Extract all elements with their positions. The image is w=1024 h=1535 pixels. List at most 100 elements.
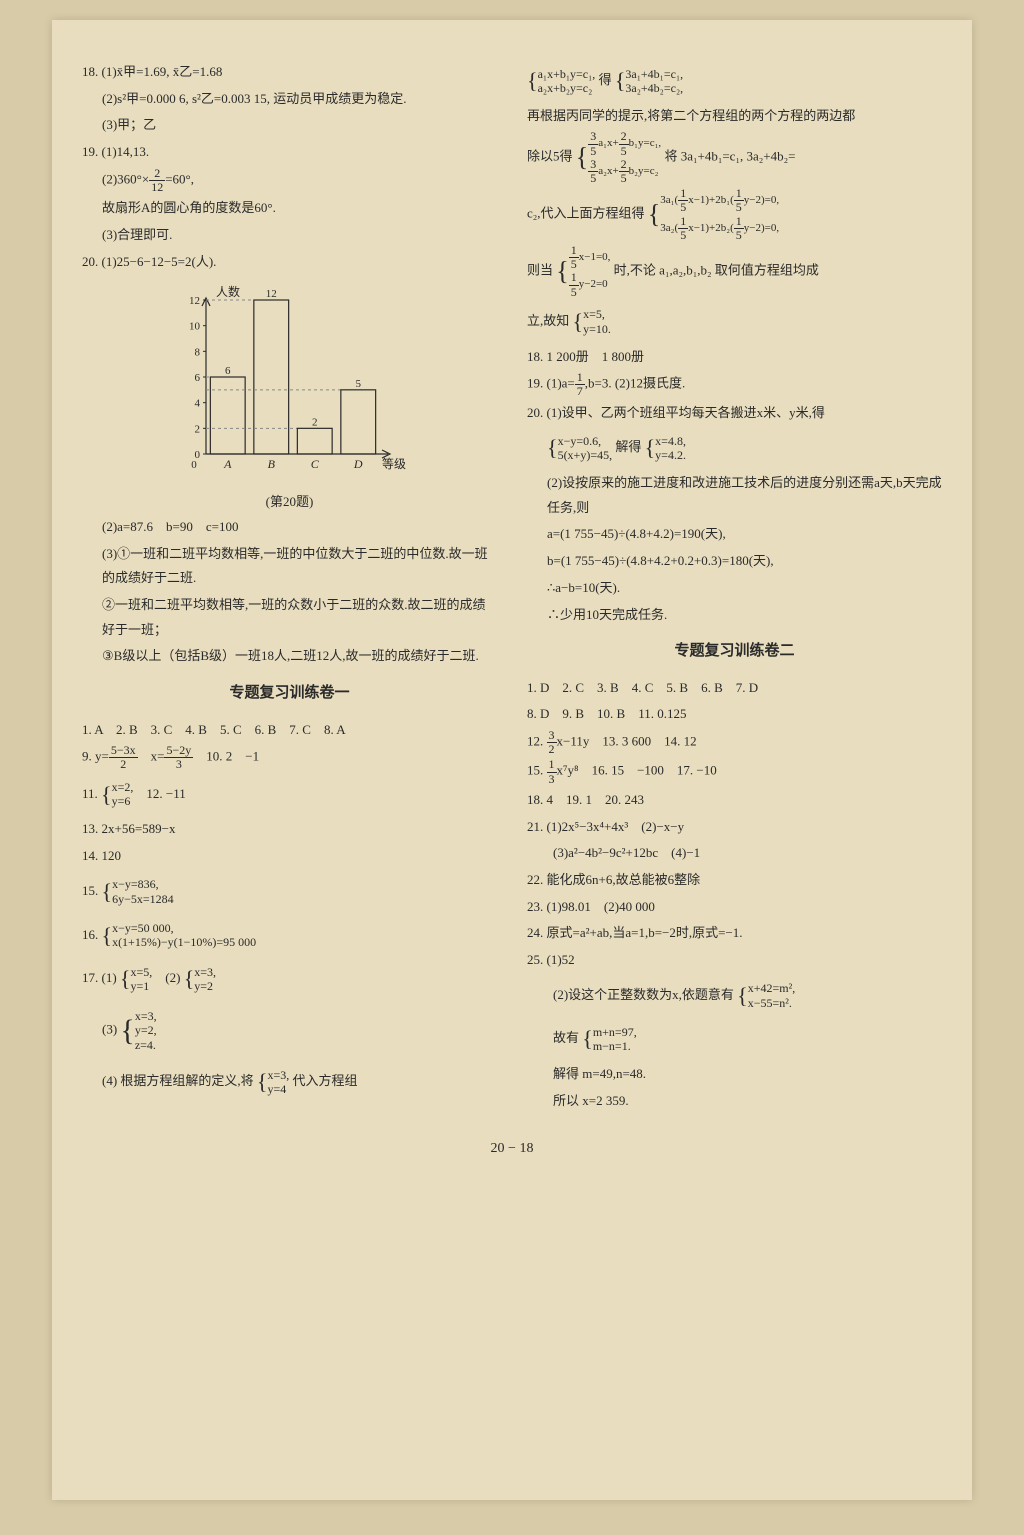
eq: y=1: [130, 979, 149, 993]
text-line: 18. 1 200册 1 800册: [527, 345, 942, 370]
text: 立,故知: [527, 313, 573, 328]
text-line: 立,故知 {x=5,y=10.: [527, 301, 942, 343]
eq: x=3,: [194, 965, 216, 979]
text-line: 则当 {15x−1=0,15y−2=0 时,不论 a₁,a₂,b₁,b₂ 取何值…: [527, 244, 942, 299]
svg-text:12: 12: [189, 295, 200, 307]
eq: 5(x+y)=45,: [558, 448, 613, 462]
text: 19. (1)a=: [527, 376, 575, 391]
text-line: 24. 原式=a²+ab,当a=1,b=−2时,原式=−1.: [527, 921, 942, 946]
text-line: {a₁x+b₁y=c₁,a₂x+b₂y=c₂ 得 {3a₁+4b₁=c₁,3a₂…: [527, 60, 942, 102]
text: (2)设这个正整数数为x,依题意有: [527, 987, 737, 1002]
text-line: (2)s²甲=0.000 6, s²乙=0.003 15, 运动员甲成绩更为稳定…: [82, 87, 497, 112]
eq: a₁x+b₁y=c₁,: [538, 67, 596, 81]
text-line: 21. (1)2x⁵−3x⁴+4x³ (2)−x−y: [527, 815, 942, 840]
text: 则当: [527, 262, 556, 277]
text: 12. −11: [133, 785, 185, 800]
fraction: 13: [547, 758, 557, 785]
section-title: 专题复习训练卷一: [82, 679, 497, 708]
eq: z=4.: [135, 1038, 156, 1052]
text: 将 3a₁+4b₁=c₁, 3a₂+4b₂=: [661, 149, 795, 164]
text-line: 15. {x−y=836,6y−5x=1284: [82, 871, 497, 913]
text-line: (3)①一班和二班平均数相等,一班的中位数大于二班的中位数.故一班的成绩好于二班…: [82, 542, 497, 591]
text-line: 16. {x−y=50 000,x(1+15%)−y(1−10%)=95 000: [82, 915, 497, 957]
eq: 3a₁+4b₁=c₁,: [625, 67, 683, 81]
text-line: 13. 2x+56=589−x: [82, 817, 497, 842]
eq: x=3,: [135, 1009, 157, 1023]
eq: y=4.2.: [655, 448, 686, 462]
text-line: 20. (1)25−6−12−5=2(人).: [82, 250, 497, 275]
text: 16.: [82, 926, 102, 941]
text-line: ②一班和二班平均数相等,一班的众数小于二班的众数.故二班的成绩好于一班；: [82, 593, 497, 642]
text: x−11y 13. 3 600 14. 12: [557, 734, 697, 749]
text-line: 14. 120: [82, 844, 497, 869]
eq: x=5,: [583, 307, 605, 321]
text-line: (3)甲；乙: [82, 113, 497, 138]
svg-text:10: 10: [189, 321, 201, 333]
svg-text:等级: 等级: [382, 457, 406, 471]
text-line: 18. (1)x̄甲=1.69, x̄乙=1.68: [82, 60, 497, 85]
text: 故有: [527, 1030, 582, 1045]
svg-text:2: 2: [194, 424, 200, 436]
text-line: 25. (1)52: [527, 948, 942, 973]
text-line: 所以 x=2 359.: [527, 1089, 942, 1114]
text-line: 8. D 9. B 10. B 11. 0.125: [527, 702, 942, 727]
text-line: 23. (1)98.01 (2)40 000: [527, 895, 942, 920]
text-line: (2)设按原来的施工进度和改进施工技术后的进度分别还需a天,b天完成任务,则: [527, 471, 942, 520]
text-line: 故有 {m+n=97,m−n=1.: [527, 1018, 942, 1060]
text-line: ∴少用10天完成任务.: [527, 603, 942, 628]
text-line: ③B级以上（包括B级）一班18人,二班12人,故一班的成绩好于二班.: [82, 644, 497, 669]
columns: 18. (1)x̄甲=1.69, x̄乙=1.68 (2)s²甲=0.000 6…: [82, 60, 942, 1116]
eq: x=4.8,: [655, 434, 686, 448]
svg-text:2: 2: [312, 417, 318, 429]
text: (2)360°×: [102, 171, 149, 186]
text-line: ∴a−b=10(天).: [527, 576, 942, 601]
text: x⁷y⁸ 16. 15 −100 17. −10: [557, 763, 717, 778]
text-line: 19. (1)a=17,b=3. (2)12摄氏度.: [527, 371, 942, 398]
eq: x=3,: [267, 1068, 289, 1082]
text-line: 12. 32x−11y 13. 3 600 14. 12: [527, 729, 942, 756]
page: 18. (1)x̄甲=1.69, x̄乙=1.68 (2)s²甲=0.000 6…: [52, 20, 972, 1500]
eq: y=10.: [583, 322, 611, 336]
fraction: 17: [575, 371, 585, 398]
text-line: (3) {x=3,y=2,z=4.: [82, 1002, 497, 1059]
text-line: (3)合理即可.: [82, 223, 497, 248]
eq: x−y=0.6,: [558, 434, 602, 448]
eq: y=2,: [135, 1023, 157, 1037]
text: (3): [102, 1022, 120, 1037]
svg-text:5: 5: [355, 378, 361, 390]
fraction: 5−2y3: [164, 744, 193, 771]
eq: x−y=50 000,: [112, 921, 174, 935]
bar-chart-svg: 024681012人数等级6A12B2C5D0: [170, 282, 410, 482]
eq: x−y=836,: [112, 877, 159, 891]
text-line: 20. (1)设甲、乙两个班组平均每天各搬进x米、y米,得: [527, 401, 942, 426]
text-line: (2)360°×212=60°,: [82, 167, 497, 194]
eq: x=5,: [130, 965, 152, 979]
eq: y=6: [112, 794, 131, 808]
text-line: 故扇形A的圆心角的度数是60°.: [82, 196, 497, 221]
text-line: 18. 4 19. 1 20. 243: [527, 788, 942, 813]
eq: m−n=1.: [593, 1039, 631, 1053]
text: 除以5得: [527, 149, 576, 164]
text-line: 9. y=5−3x2 x=5−2y3 10. 2 −1: [82, 744, 497, 771]
svg-text:6: 6: [194, 372, 200, 384]
eq: y=2: [194, 979, 213, 993]
text-line: (2)a=87.6 b=90 c=100: [82, 515, 497, 540]
text: 12.: [527, 734, 547, 749]
svg-text:A: A: [223, 457, 232, 471]
eq: a₂x+b₂y=c₂: [538, 81, 593, 95]
text: 9. y=: [82, 749, 109, 764]
eq: x=2,: [112, 780, 134, 794]
text-line: 除以5得 {35a₁x+25b₁y=c₁,35a₂x+25b₂y=c₂ 将 3a…: [527, 130, 942, 185]
svg-text:6: 6: [225, 365, 231, 377]
fraction: 32: [547, 729, 557, 756]
eq: x(1+15%)−y(1−10%)=95 000: [112, 935, 256, 949]
text: 15.: [527, 763, 547, 778]
fraction: 5−3x2: [109, 744, 138, 771]
svg-text:0: 0: [191, 459, 197, 471]
eq: x+42=m²,: [748, 981, 795, 995]
eq: m+n=97,: [593, 1025, 637, 1039]
svg-text:12: 12: [265, 288, 276, 300]
fraction: 212: [149, 167, 165, 194]
text: (4) 根据方程组解的定义,将: [102, 1073, 257, 1088]
svg-text:8: 8: [194, 347, 200, 359]
